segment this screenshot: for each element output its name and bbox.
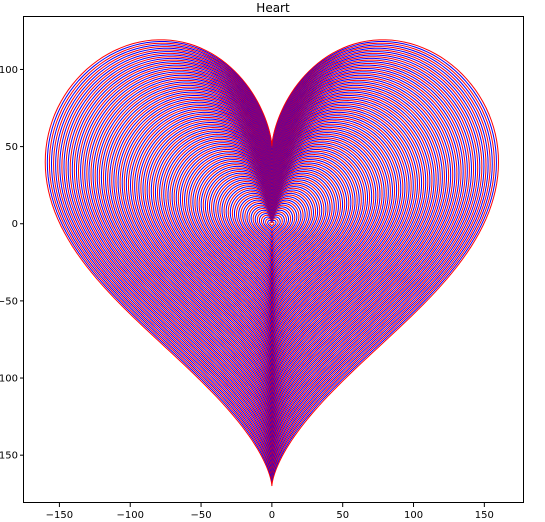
heart-curve bbox=[231, 191, 312, 270]
heart-curve bbox=[242, 199, 302, 258]
axes-frame bbox=[23, 16, 524, 503]
heart-curve bbox=[236, 194, 308, 265]
heart-curve bbox=[44, 39, 500, 487]
heart-curve bbox=[265, 218, 279, 233]
heart-curve bbox=[256, 211, 287, 241]
y-tick-label: 50 bbox=[5, 142, 18, 153]
x-tick-label: −50 bbox=[190, 510, 211, 521]
y-axis: 100 50 0 −50 −100 −150 bbox=[0, 65, 24, 462]
y-tick-label: −100 bbox=[0, 374, 18, 385]
y-tick-label: 0 bbox=[12, 219, 18, 230]
heart-curve bbox=[238, 196, 306, 263]
heart-curve bbox=[250, 206, 294, 248]
heart-curve bbox=[244, 201, 300, 257]
heart-curve bbox=[254, 209, 290, 244]
plot-area bbox=[44, 39, 500, 487]
x-axis: −150 −100 −50 0 50 100 150 bbox=[46, 503, 494, 521]
heart-curve bbox=[252, 208, 292, 246]
heart-curve bbox=[240, 197, 304, 261]
heart-curve bbox=[269, 221, 275, 227]
heart-curve bbox=[263, 216, 281, 234]
y-tick-label: −50 bbox=[0, 296, 18, 307]
chart-title: Heart bbox=[256, 1, 290, 15]
x-tick-label: −100 bbox=[116, 510, 143, 521]
x-tick-label: −150 bbox=[46, 510, 73, 521]
heart-curve bbox=[248, 204, 296, 251]
x-tick-label: 50 bbox=[336, 510, 349, 521]
heart-curve bbox=[246, 202, 298, 253]
x-tick-label: 150 bbox=[475, 510, 494, 521]
heart-curve bbox=[267, 219, 277, 230]
y-tick-label: 100 bbox=[0, 65, 18, 76]
x-tick-label: 0 bbox=[269, 510, 275, 521]
y-tick-label: −150 bbox=[0, 451, 18, 462]
heart-curve bbox=[233, 192, 310, 268]
heart-curve bbox=[258, 213, 285, 239]
heart-curve bbox=[260, 214, 283, 236]
x-tick-label: 100 bbox=[404, 510, 423, 521]
